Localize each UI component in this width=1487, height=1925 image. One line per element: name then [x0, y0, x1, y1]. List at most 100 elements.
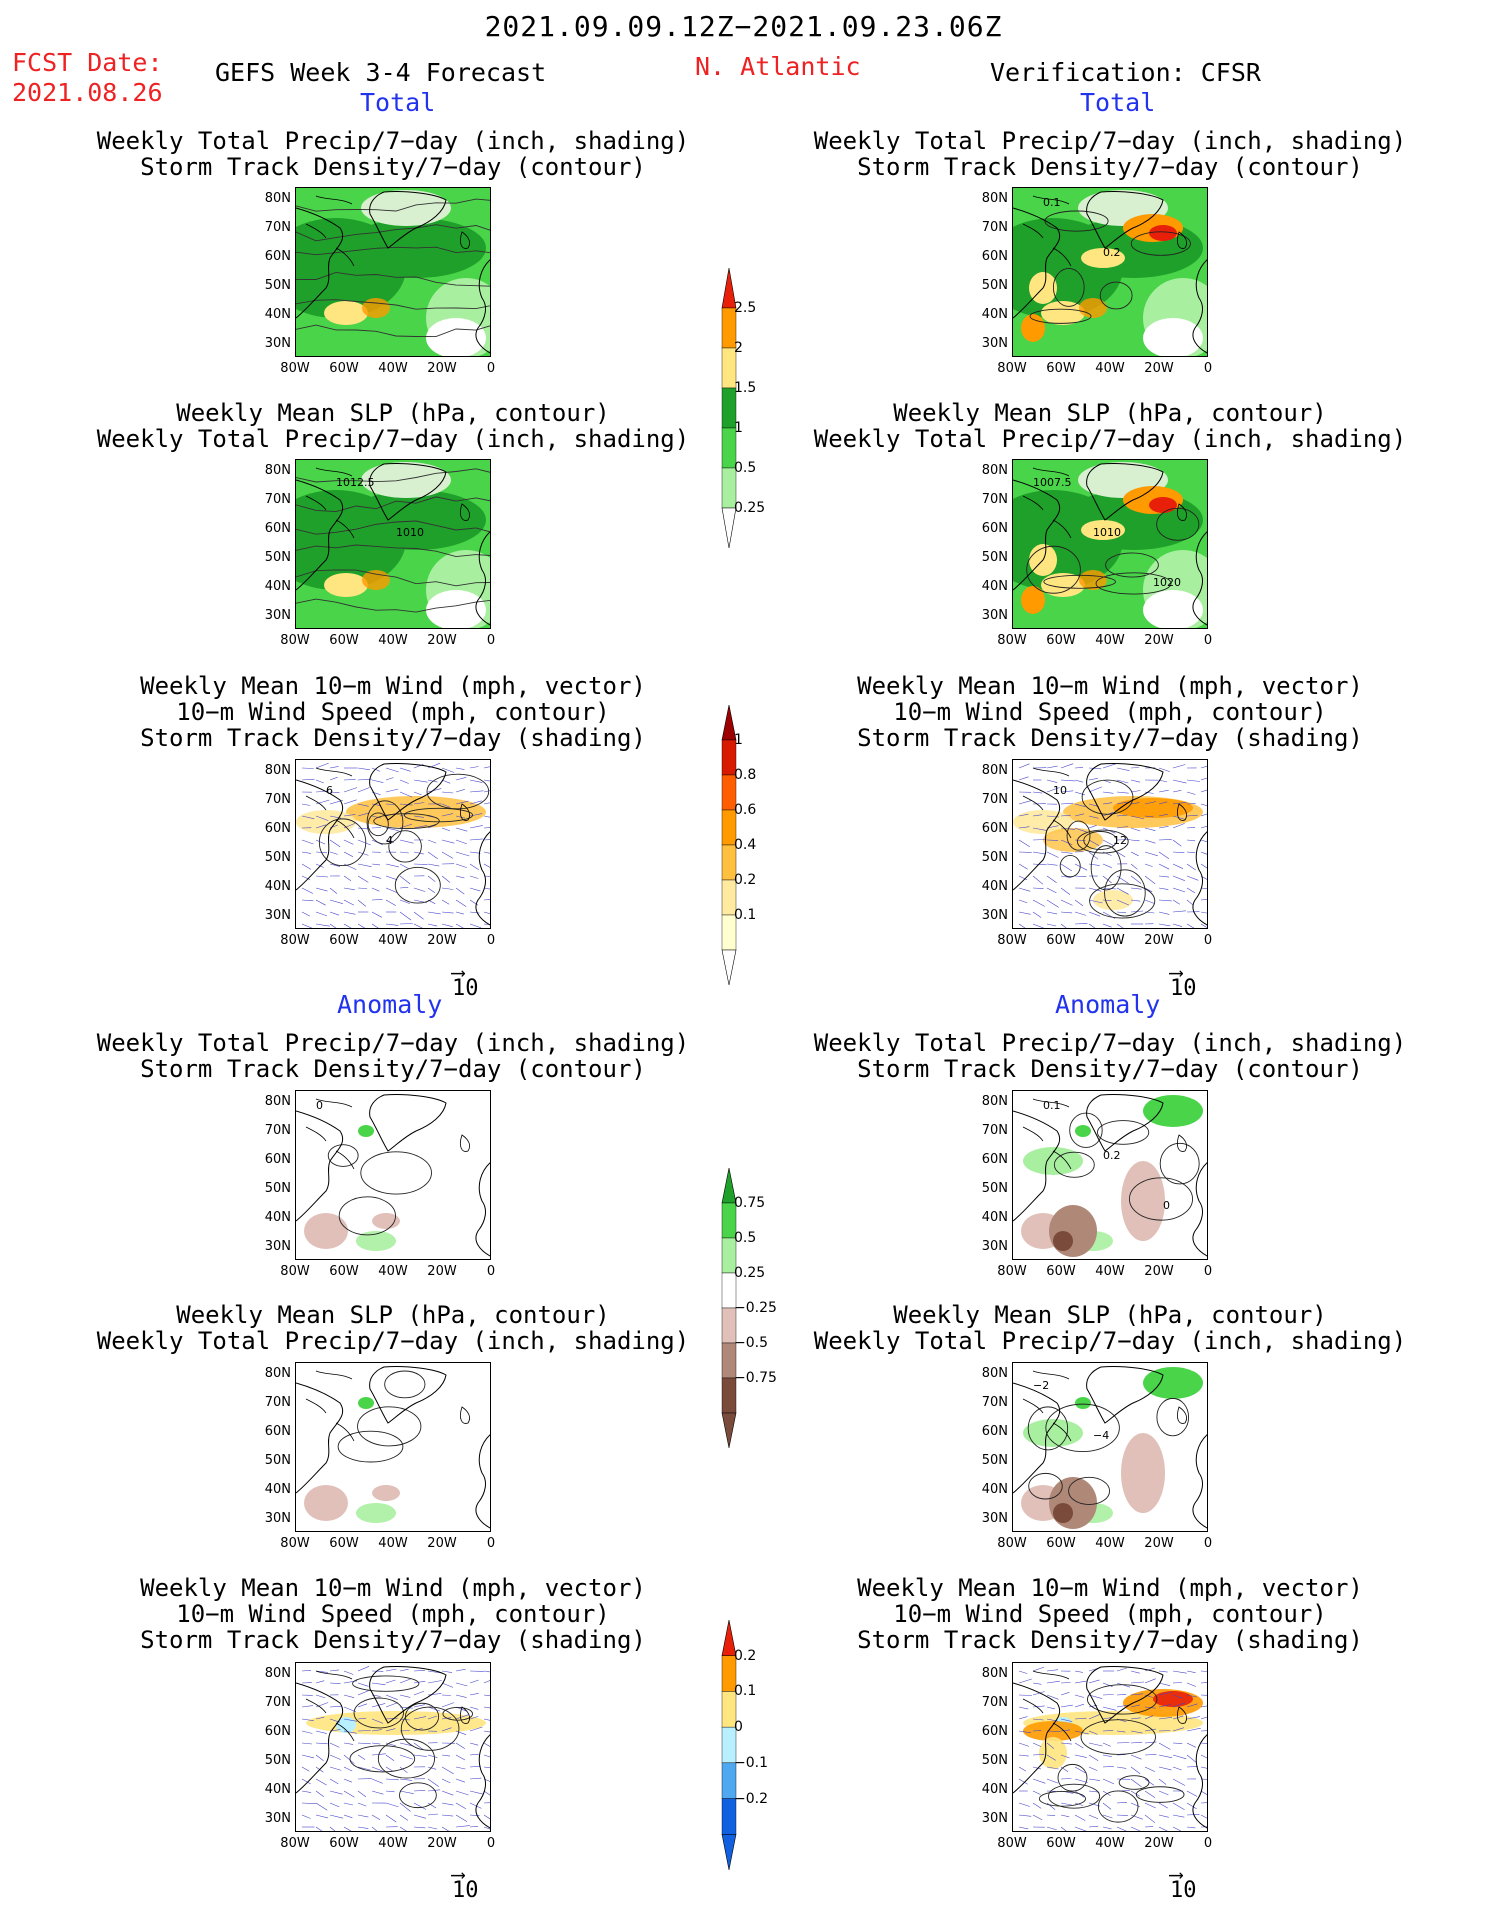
fcst-date-value: 2021.08.26	[12, 78, 163, 107]
lat-tick-label: 40N	[264, 307, 291, 322]
colorbar	[721, 268, 737, 549]
contour-label: 0.2	[1103, 246, 1121, 259]
lat-tick-label: 40N	[264, 879, 291, 894]
contour-label: 12	[1113, 834, 1127, 847]
map-plot: 64	[296, 760, 490, 928]
contour-label: 1012.5	[336, 476, 375, 489]
contour-label: 0.1	[1043, 1099, 1061, 1112]
map-panel-ano-fc-2	[295, 1362, 491, 1532]
contour-label: 1010	[1093, 526, 1121, 539]
lon-tick-label: 80W	[997, 1836, 1027, 1851]
lon-tick-label: 60W	[1046, 1836, 1076, 1851]
colorbar-label: 0.6	[734, 802, 757, 818]
lon-tick-label: 20W	[1144, 361, 1174, 376]
colorbar	[721, 705, 737, 986]
contour-label: −4	[1093, 1429, 1109, 1442]
verification-label: Verification: CFSR	[990, 58, 1261, 87]
lat-tick-label: 70N	[264, 1123, 291, 1138]
map-plot: 10 12	[1013, 760, 1207, 928]
lat-tick-label: 70N	[981, 1395, 1008, 1410]
lon-tick-label: 80W	[280, 1264, 310, 1279]
colorbar-label: −0.25	[734, 1300, 777, 1316]
colorbar-label: 0.2	[734, 1647, 757, 1664]
lon-tick-label: 20W	[1144, 1264, 1174, 1279]
lat-tick-label: 40N	[264, 1782, 291, 1797]
panel-title: Weekly Mean 10−m Wind (mph, vector) 10−m…	[857, 672, 1363, 752]
lon-tick-label: 60W	[1046, 1264, 1076, 1279]
colorbar-label: −0.75	[734, 1370, 777, 1386]
lon-tick-label: 40W	[378, 1536, 408, 1551]
lon-tick-label: 0	[486, 633, 496, 648]
colorbar-label: 0.1	[734, 907, 757, 923]
lat-tick-label: 30N	[264, 1811, 291, 1826]
vector-reference: ⟶ 10	[1170, 960, 1197, 1001]
lon-tick-label: 60W	[329, 1536, 359, 1551]
colorbar-label: 0.5	[734, 460, 757, 476]
colorbar	[721, 1620, 737, 1871]
section-total-left: Total	[360, 88, 436, 117]
lat-tick-label: 60N	[264, 1152, 291, 1167]
lat-tick-label: 50N	[264, 550, 291, 565]
lon-tick-label: 60W	[329, 1836, 359, 1851]
date-range-title: 2021.09.09.12Z−2021.09.23.06Z	[484, 10, 1003, 43]
lat-tick-label: 80N	[264, 463, 291, 478]
panel-title: Weekly Mean 10−m Wind (mph, vector) 10−m…	[140, 672, 646, 752]
lat-tick-label: 70N	[264, 220, 291, 235]
lat-tick-label: 40N	[981, 879, 1008, 894]
lon-tick-label: 20W	[427, 633, 457, 648]
lon-tick-label: 40W	[1095, 933, 1125, 948]
contour-label: 0	[1163, 1199, 1170, 1212]
panel-title: Weekly Mean SLP (hPa, contour) Weekly To…	[96, 1301, 690, 1355]
lon-tick-label: 20W	[1144, 1536, 1174, 1551]
panel-title: Weekly Total Precip/7−day (inch, shading…	[813, 1029, 1407, 1083]
lat-tick-label: 60N	[981, 1152, 1008, 1167]
lat-tick-label: 80N	[264, 1094, 291, 1109]
lat-tick-label: 40N	[981, 1210, 1008, 1225]
lat-tick-label: 70N	[264, 1695, 291, 1710]
lat-tick-label: 70N	[981, 492, 1008, 507]
contour-label: 4	[386, 834, 393, 847]
lon-tick-label: 40W	[1095, 361, 1125, 376]
panel-title: Weekly Mean 10−m Wind (mph, vector) 10−m…	[857, 1574, 1363, 1654]
arrow-right-icon: ⟶	[1170, 1862, 1183, 1886]
lat-tick-label: 80N	[264, 1366, 291, 1381]
map-panel-tot-vf-1: 0.1 0.2	[1012, 187, 1208, 357]
lat-tick-label: 60N	[981, 521, 1008, 536]
map-panel-tot-vf-2: 1007.5 1010 1020	[1012, 459, 1208, 629]
map-panel-tot-vf-3: 10 12	[1012, 759, 1208, 929]
colorbar-label: 0.25	[734, 1265, 766, 1281]
lat-tick-label: 50N	[981, 1753, 1008, 1768]
lat-tick-label: 50N	[264, 278, 291, 293]
colorbar-label: −0.2	[734, 1790, 768, 1807]
lon-tick-label: 40W	[378, 1836, 408, 1851]
colorbar-label: 0.8	[734, 767, 757, 783]
lon-tick-label: 40W	[1095, 1536, 1125, 1551]
map-plot: 0.1 0.2 0	[1013, 1091, 1207, 1259]
lat-tick-label: 40N	[981, 1782, 1008, 1797]
lon-tick-label: 20W	[427, 361, 457, 376]
lat-tick-label: 80N	[981, 1666, 1008, 1681]
lat-tick-label: 30N	[981, 1811, 1008, 1826]
contour-label: 1020	[1153, 576, 1181, 589]
lat-tick-label: 60N	[981, 821, 1008, 836]
map-panel-tot-fc-2: 1012.5 1010	[295, 459, 491, 629]
lat-tick-label: 50N	[981, 278, 1008, 293]
lat-tick-label: 60N	[264, 521, 291, 536]
colorbar-label: 0.1	[734, 1683, 757, 1700]
lon-tick-label: 40W	[1095, 1264, 1125, 1279]
panel-title: Weekly Mean 10−m Wind (mph, vector) 10−m…	[140, 1574, 646, 1654]
map-plot: 1012.5 1010	[296, 460, 490, 628]
lat-tick-label: 70N	[981, 1123, 1008, 1138]
arrow-right-icon: ⟶	[452, 960, 465, 984]
contour-label: −2	[1033, 1379, 1049, 1392]
lat-tick-label: 70N	[264, 792, 291, 807]
lat-tick-label: 50N	[981, 850, 1008, 865]
lat-tick-label: 50N	[264, 1453, 291, 1468]
contour-label: 0.1	[1043, 196, 1061, 209]
lon-tick-label: 0	[486, 933, 496, 948]
lat-tick-label: 60N	[264, 1424, 291, 1439]
lat-tick-label: 60N	[264, 249, 291, 264]
section-anomaly-right: Anomaly	[1055, 990, 1161, 1019]
panel-title: Weekly Mean SLP (hPa, contour) Weekly To…	[96, 399, 690, 453]
lat-tick-label: 60N	[981, 1424, 1008, 1439]
